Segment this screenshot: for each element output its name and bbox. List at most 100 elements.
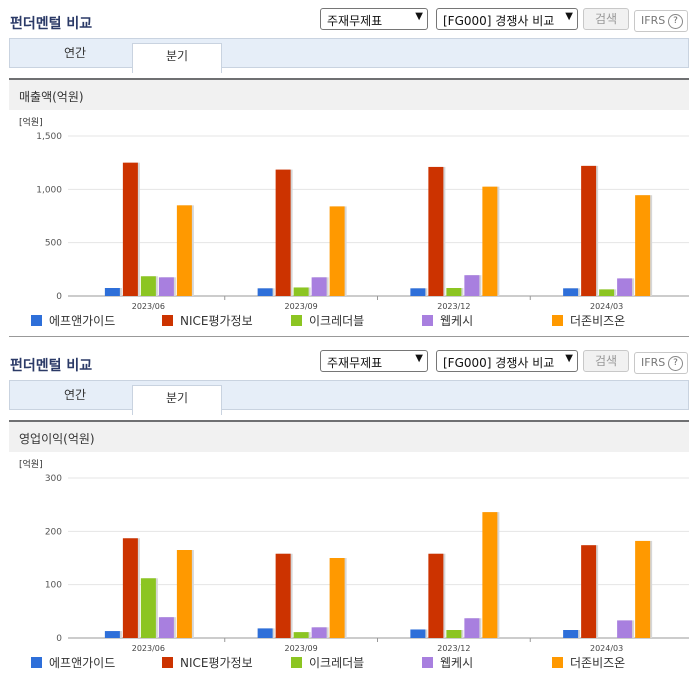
search-button[interactable]: 검색 bbox=[583, 350, 629, 372]
section-operating-profit: 펀더멘털 비교 주재무제표 ▼ [FG000] 경쟁사 비교 ▼ 검색 IFRS? … bbox=[0, 342, 696, 684]
bar bbox=[563, 630, 579, 638]
statement-select[interactable]: 주재무제표 ▼ bbox=[320, 8, 428, 30]
legend-swatch bbox=[291, 657, 302, 668]
search-button[interactable]: 검색 bbox=[583, 8, 629, 30]
bar bbox=[140, 578, 156, 638]
legend-swatch bbox=[162, 315, 173, 326]
peer-group-select-value: [FG000] 경쟁사 비교 bbox=[443, 14, 555, 28]
bar bbox=[635, 195, 651, 296]
legend-swatch bbox=[422, 657, 433, 668]
divider bbox=[9, 336, 689, 337]
y-tick-label: 200 bbox=[45, 527, 62, 537]
tab-annual[interactable]: 연간 bbox=[63, 46, 87, 60]
bar bbox=[581, 165, 597, 296]
bar bbox=[617, 620, 633, 638]
bar bbox=[311, 277, 327, 296]
section-title: 펀더멘털 비교 bbox=[10, 358, 93, 374]
bar bbox=[329, 206, 345, 296]
tab-quarterly[interactable]: 분기 bbox=[132, 385, 222, 415]
bar bbox=[293, 632, 309, 638]
bar bbox=[176, 550, 192, 638]
y-tick-label: 100 bbox=[45, 581, 62, 591]
bar bbox=[257, 628, 273, 638]
legend-label: NICE평가정보 bbox=[180, 314, 253, 328]
legend-label: 이크레더블 bbox=[309, 656, 364, 670]
legend-label: 더존비즈온 bbox=[570, 314, 625, 328]
x-tick-label: 2024/03 bbox=[590, 302, 623, 311]
legend-label: 에프앤가이드 bbox=[49, 656, 115, 670]
help-icon: ? bbox=[668, 356, 683, 371]
x-tick-label: 2023/06 bbox=[132, 644, 165, 653]
ifrs-help-button[interactable]: IFRS? bbox=[634, 10, 688, 32]
ifrs-label: IFRS bbox=[641, 14, 666, 27]
tab-quarterly[interactable]: 분기 bbox=[132, 43, 222, 73]
panel-label: 영업이익(억원) bbox=[19, 432, 95, 446]
bar bbox=[311, 627, 327, 638]
legend-swatch bbox=[422, 315, 433, 326]
x-tick-label: 2023/06 bbox=[132, 302, 165, 311]
x-tick-label: 2023/09 bbox=[285, 644, 318, 653]
bar bbox=[464, 618, 480, 638]
y-unit-label: [억원] bbox=[19, 116, 43, 128]
legend-swatch bbox=[291, 315, 302, 326]
legend-label: 웹케시 bbox=[440, 656, 473, 670]
chart-panel-header: 영업이익(억원) bbox=[9, 420, 689, 452]
period-tabs: 연간 분기 bbox=[9, 38, 689, 73]
legend-swatch bbox=[552, 657, 563, 668]
bar bbox=[635, 540, 651, 638]
chart-panel-header: 매출액(억원) bbox=[9, 78, 689, 110]
ifrs-help-button[interactable]: IFRS? bbox=[634, 352, 688, 374]
bar bbox=[257, 288, 273, 296]
bar bbox=[428, 166, 444, 296]
bar bbox=[563, 288, 579, 296]
operating-profit-chart-svg: [억원] 0 100 200 300 2023/06 2023/09 2023/12 2024/… bbox=[19, 458, 689, 670]
x-tick-label: 2023/12 bbox=[437, 644, 470, 653]
bar bbox=[104, 631, 120, 638]
bar bbox=[122, 538, 138, 638]
statement-select[interactable]: 주재무제표 ▼ bbox=[320, 350, 428, 372]
peer-group-select-value: [FG000] 경쟁사 비교 bbox=[443, 356, 555, 370]
bar bbox=[158, 277, 174, 296]
bar bbox=[122, 162, 138, 296]
x-tick-label: 2023/12 bbox=[437, 302, 470, 311]
operating-profit-chart: [억원] 0 100 200 300 2023/06 2023/09 2023/12 2024/… bbox=[9, 452, 689, 678]
bar bbox=[140, 276, 156, 296]
bar bbox=[482, 186, 498, 296]
bar bbox=[410, 288, 426, 296]
bar bbox=[617, 278, 633, 296]
chevron-down-icon: ▼ bbox=[415, 11, 423, 22]
legend-label: 웹케시 bbox=[440, 314, 473, 328]
bar bbox=[428, 553, 444, 638]
bar bbox=[446, 288, 462, 296]
legend-swatch bbox=[162, 657, 173, 668]
bar bbox=[581, 545, 597, 638]
y-tick-label: 300 bbox=[45, 474, 62, 484]
legend-swatch bbox=[552, 315, 563, 326]
bar bbox=[482, 512, 498, 638]
section-revenue: 펀더멘털 비교 주재무제표 ▼ [FG000] 경쟁사 비교 ▼ 검색 IFRS? … bbox=[9, 8, 689, 337]
panel-label: 매출액(억원) bbox=[19, 90, 84, 104]
bar bbox=[599, 289, 615, 296]
tab-annual[interactable]: 연간 bbox=[63, 388, 87, 402]
statement-select-value: 주재무제표 bbox=[327, 356, 383, 370]
period-tabs: 연간 분기 bbox=[9, 380, 689, 415]
chevron-down-icon: ▼ bbox=[415, 353, 423, 364]
section-header: 펀더멘털 비교 주재무제표 ▼ [FG000] 경쟁사 비교 ▼ 검색 IFRS? bbox=[0, 342, 696, 378]
revenue-chart: [억원] 0 500 1,000 1,500 2023/06 2023/09 2023/12 2… bbox=[9, 110, 689, 336]
y-tick-label: 500 bbox=[45, 239, 62, 249]
bar bbox=[446, 630, 462, 638]
bar bbox=[275, 553, 291, 638]
legend-label: 더존비즈온 bbox=[570, 656, 625, 670]
x-tick-label: 2024/03 bbox=[590, 644, 623, 653]
peer-group-select[interactable]: [FG000] 경쟁사 비교 ▼ bbox=[436, 8, 578, 30]
legend-label: NICE평가정보 bbox=[180, 656, 253, 670]
bar bbox=[293, 287, 309, 296]
y-tick-label: 0 bbox=[56, 292, 62, 302]
bar bbox=[275, 169, 291, 296]
ifrs-label: IFRS bbox=[641, 356, 666, 369]
bar bbox=[104, 288, 120, 296]
peer-group-select[interactable]: [FG000] 경쟁사 비교 ▼ bbox=[436, 350, 578, 372]
x-tick-label: 2023/09 bbox=[285, 302, 318, 311]
statement-select-value: 주재무제표 bbox=[327, 14, 383, 28]
legend-label: 에프앤가이드 bbox=[49, 314, 115, 328]
